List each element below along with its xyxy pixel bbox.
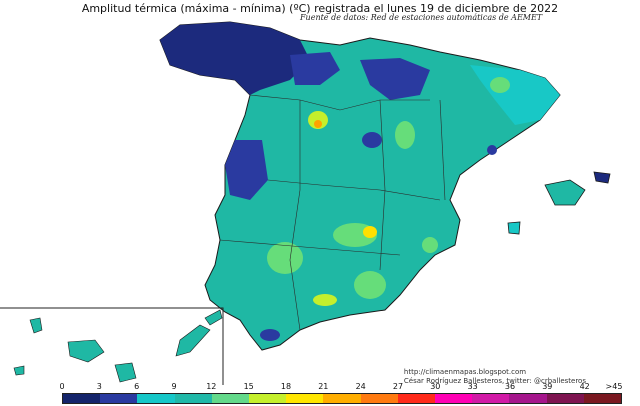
map-subtitle: Fuente de datos: Red de estaciones autom…: [300, 13, 543, 22]
legend-tick-21: 21: [318, 382, 329, 391]
legend-tick-15: 15: [243, 382, 254, 391]
legend-swatch-7: [323, 394, 361, 403]
legend-swatch-11: [472, 394, 510, 403]
east-patch: [490, 77, 510, 93]
canary-inset-frame: [0, 307, 224, 385]
legend-swatch-4: [211, 394, 250, 403]
credits: http://climaenmapas.blogspot.com César R…: [404, 368, 586, 386]
legend-swatch-9: [397, 394, 436, 403]
canary-la-palma: [29, 317, 43, 334]
south-patch: [354, 271, 386, 299]
ebro-patch: [395, 121, 415, 149]
legend-tick-0: 0: [59, 382, 65, 391]
western-border-region: [225, 140, 268, 200]
cantabria-region: [290, 52, 340, 85]
legend-swatch-0: [63, 394, 101, 403]
legend-tick-3: 3: [96, 382, 102, 391]
legend-swatch-1: [100, 394, 138, 403]
legend-tick-33: 33: [467, 382, 478, 391]
levante-blue: [487, 145, 497, 155]
madrid-patch: [363, 226, 377, 238]
legend-swatch-10: [435, 394, 473, 403]
legend-tick-24: 24: [355, 382, 366, 391]
legend-tick-39: 39: [542, 382, 553, 391]
legend-swatch-12: [509, 394, 547, 403]
balearic-ibiza: [507, 221, 521, 235]
legend-tick-18: 18: [280, 382, 292, 391]
peninsula-shape: [159, 21, 561, 351]
legend-tick-6: 6: [134, 382, 140, 391]
legend-tick-27: 27: [392, 382, 404, 391]
canary-gran-canaria: [114, 362, 137, 383]
canary-fuerteventura: [175, 324, 211, 357]
duero-hot: [314, 120, 322, 128]
legend-tick-9: 9: [171, 382, 177, 391]
canary-hierro: [13, 365, 25, 376]
legend-swatch-6: [286, 394, 324, 403]
legend-colorbar: [62, 393, 622, 404]
legend-swatch-5: [249, 394, 287, 403]
guadalquivir-patch: [313, 294, 337, 306]
galicia-region: [160, 22, 310, 95]
balearic-mallorca: [544, 179, 586, 206]
legend-tick-30: 30: [430, 382, 441, 391]
rioja-blue: [362, 132, 382, 148]
legend-swatch-3: [174, 394, 212, 403]
pyrenees-region: [360, 58, 430, 100]
legend-tick-42: 42: [579, 382, 590, 391]
extremadura-blue: [260, 329, 280, 341]
legend-tick-36: 36: [504, 382, 516, 391]
map-title: Amplitud térmica (máxima - mínima) (ºC) …: [81, 2, 559, 15]
canary-lanzarote: [204, 309, 223, 326]
region-boundaries: [219, 94, 446, 331]
legend-swatch-8: [360, 394, 398, 403]
balearic-menorca: [593, 171, 611, 184]
credits-url[interactable]: http://climaenmapas.blogspot.com: [403, 368, 527, 376]
southwest-patch: [267, 242, 303, 274]
legend: 0 3 6 9 12 15 18 21 24 27 30 33 36 39 42…: [59, 382, 623, 406]
legend-swatch-13: [546, 394, 584, 403]
canary-tenerife: [67, 339, 105, 363]
southeast-patch: [422, 237, 438, 253]
legend-tick-45: >45: [605, 382, 623, 391]
legend-swatch-14: [583, 394, 622, 403]
legend-swatch-2: [137, 394, 175, 403]
credits-author: César Rodríguez Ballesteros, twitter: @c…: [403, 377, 586, 385]
legend-tick-12: 12: [206, 382, 217, 391]
